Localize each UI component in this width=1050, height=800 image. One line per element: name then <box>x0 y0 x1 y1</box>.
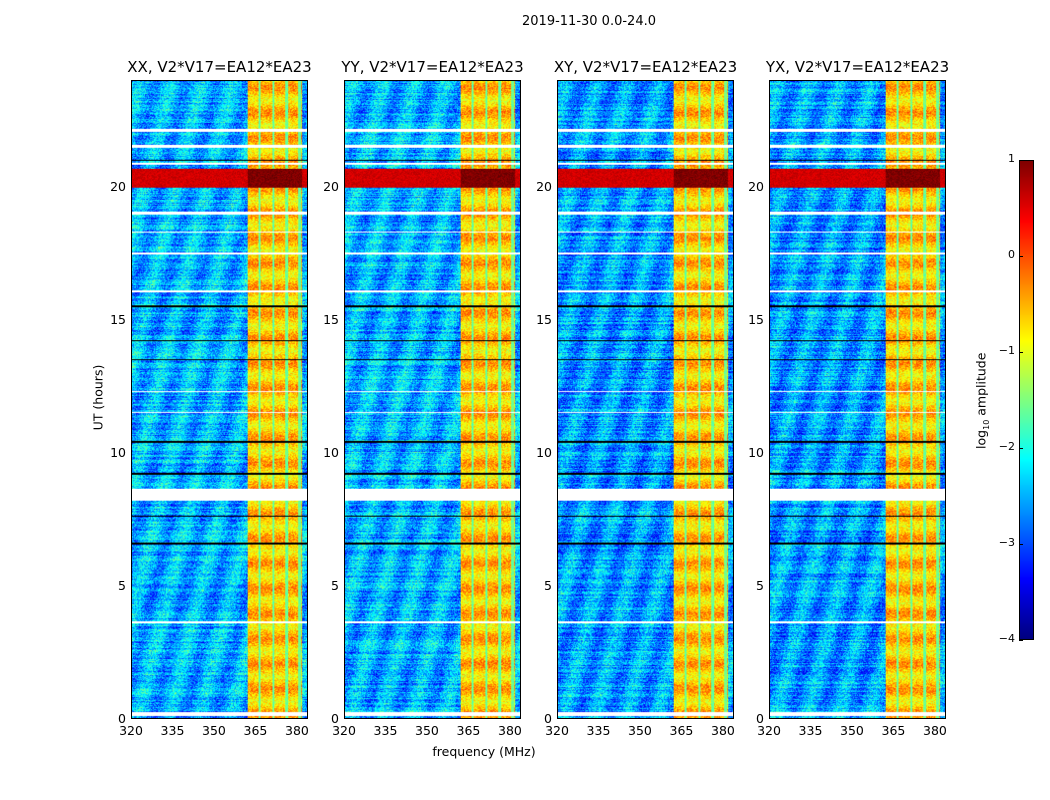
x-tick-label: 365 <box>881 723 906 738</box>
colorbar-label-text: amplitude <box>973 352 989 420</box>
x-tick-label: 335 <box>160 723 185 738</box>
panel-yy: YY, V2*V17=EA12*EA23 <box>341 58 524 719</box>
y-tick-label: 0 <box>331 711 339 726</box>
x-tick-label: 320 <box>332 723 356 738</box>
colorbar-tick <box>1019 640 1023 641</box>
y-tick-label: 10 <box>536 444 552 460</box>
y-tick-label: 10 <box>110 444 126 460</box>
x-tick-label: 350 <box>415 723 439 738</box>
colorbar-tick <box>1019 352 1023 353</box>
x-tick-label: 365 <box>669 723 694 738</box>
colorbar-tick <box>1019 256 1023 257</box>
x-tick-label: 320 <box>757 723 781 738</box>
y-tick-label: 10 <box>748 444 764 460</box>
colorbar-tick <box>1019 544 1023 545</box>
colorbar-tick-label: −1 <box>998 344 1015 357</box>
x-tick-label: 350 <box>840 723 864 738</box>
x-tick-label: 320 <box>119 723 143 738</box>
x-tick-label: 350 <box>628 723 652 738</box>
colorbar-tick <box>1019 160 1023 161</box>
y-tick-label: 15 <box>748 311 764 327</box>
panel-xx: XX, V2*V17=EA12*EA23 <box>127 58 312 719</box>
y-tick-label: 15 <box>323 311 339 327</box>
colorbar-tick-label: −2 <box>998 440 1015 453</box>
panel-xy: XY, V2*V17=EA12*EA23 <box>554 58 737 719</box>
x-tick-label: 365 <box>243 723 268 738</box>
y-tick-label: 20 <box>536 178 552 194</box>
colorbar-tick-label: 1 <box>1008 152 1015 165</box>
x-tick-label: 365 <box>456 723 481 738</box>
y-tick-label: 5 <box>756 577 764 593</box>
colorbar-tick-label: −3 <box>998 536 1015 549</box>
y-tick-label: 0 <box>118 711 126 726</box>
y-tick-label: 5 <box>331 577 339 593</box>
y-tick-label: 20 <box>110 178 126 194</box>
x-tick-label: 350 <box>202 723 226 738</box>
panel-title: XY, V2*V17=EA12*EA23 <box>553 58 738 76</box>
panel-title: YX, V2*V17=EA12*EA23 <box>765 58 950 76</box>
panel-yx: YX, V2*V17=EA12*EA23 <box>766 58 949 719</box>
panel-title: XX, V2*V17=EA12*EA23 <box>127 58 312 76</box>
colorbar-tick <box>1019 448 1023 449</box>
figure-title: 2019-11-30 0.0-24.0 <box>522 14 656 29</box>
x-tick-label: 335 <box>586 723 611 738</box>
y-tick-label: 5 <box>118 577 126 593</box>
y-tick-label: 20 <box>748 178 764 194</box>
x-tick-label: 335 <box>798 723 823 738</box>
y-tick-label: 15 <box>536 311 552 327</box>
y-tick-label: 15 <box>110 311 126 327</box>
x-tick-label: 380 <box>923 723 947 738</box>
x-tick-label: 380 <box>711 723 735 738</box>
colorbar-tick-label: −4 <box>998 632 1015 645</box>
y-tick-label: 0 <box>544 711 552 726</box>
spectrogram-xx <box>131 80 308 719</box>
panel-title: YY, V2*V17=EA12*EA23 <box>341 58 524 76</box>
spectrogram-xy <box>557 80 734 719</box>
colorbar <box>1019 160 1034 640</box>
spectrogram-yx <box>769 80 946 719</box>
x-tick-label: 335 <box>373 723 398 738</box>
y-axis-label: UT (hours) <box>90 364 106 431</box>
x-tick-label: 380 <box>498 723 522 738</box>
spectrogram-yy <box>344 80 521 719</box>
y-tick-label: 20 <box>323 178 339 194</box>
colorbar-label-sub: 10 <box>981 419 991 430</box>
x-tick-label: 380 <box>285 723 309 738</box>
y-tick-label: 5 <box>544 577 552 593</box>
y-tick-label: 0 <box>756 711 764 726</box>
x-tick-label: 320 <box>545 723 569 738</box>
y-tick-label: 10 <box>323 444 339 460</box>
x-axis-label: frequency (MHz) <box>432 744 536 759</box>
colorbar-tick-label: 0 <box>1008 248 1015 261</box>
